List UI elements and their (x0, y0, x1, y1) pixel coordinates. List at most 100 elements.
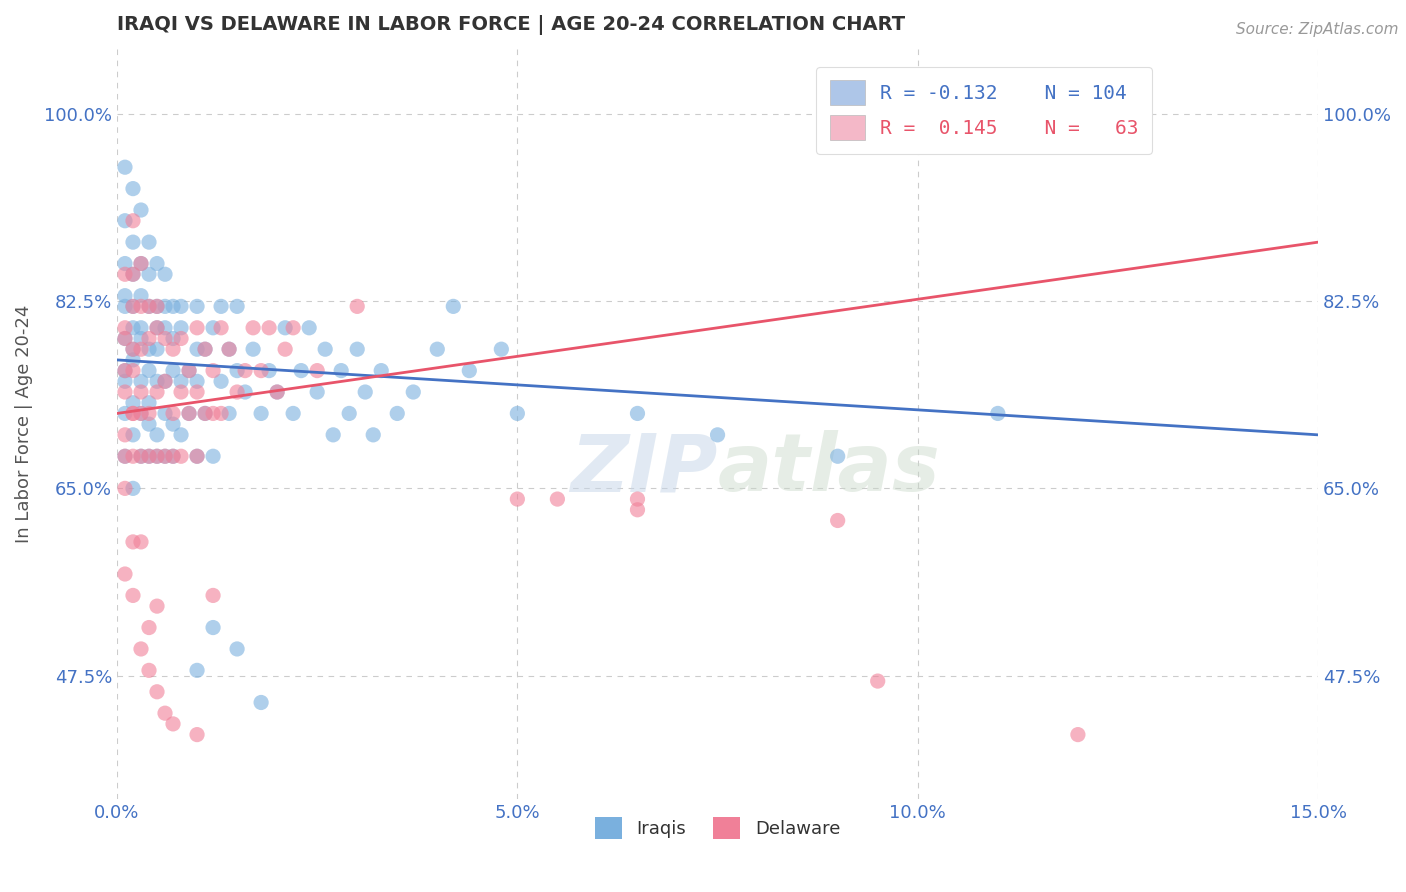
Point (138, 235, 160, 249)
Point (153, 320, 176, 334)
Point (361, 427, 384, 442)
Point (322, 427, 344, 442)
Point (129, 288, 152, 302)
Point (153, 267, 176, 281)
Point (114, 406, 136, 420)
Point (122, 406, 145, 420)
Point (114, 482, 136, 496)
Text: Source: ZipAtlas.com: Source: ZipAtlas.com (1236, 22, 1399, 37)
Point (186, 664, 208, 678)
Point (177, 363, 200, 377)
Point (122, 395, 145, 409)
Point (122, 267, 145, 281)
Point (122, 406, 145, 420)
Point (202, 320, 225, 334)
Point (138, 449, 160, 463)
Point (346, 299, 368, 313)
Point (146, 320, 169, 334)
Point (114, 331, 136, 345)
Point (146, 384, 169, 399)
Point (170, 427, 193, 442)
Point (170, 299, 193, 313)
Point (170, 449, 193, 463)
Point (290, 363, 312, 377)
Point (218, 342, 240, 356)
Point (138, 417, 160, 431)
Point (298, 320, 321, 334)
Point (218, 406, 240, 420)
Point (129, 384, 152, 399)
Point (114, 267, 136, 281)
Point (346, 342, 368, 356)
Point (626, 406, 648, 420)
Point (114, 427, 136, 442)
Point (250, 696, 273, 710)
Point (122, 352, 145, 367)
Point (337, 406, 360, 420)
Point (827, 449, 849, 463)
Point (129, 406, 152, 420)
Point (146, 599, 169, 614)
Point (114, 213, 136, 227)
Point (114, 299, 136, 313)
Point (162, 449, 184, 463)
Point (162, 342, 184, 356)
Point (242, 320, 264, 334)
Point (129, 449, 152, 463)
Point (162, 299, 184, 313)
Point (129, 299, 152, 313)
Point (177, 406, 200, 420)
Point (307, 384, 329, 399)
Point (170, 320, 193, 334)
Point (1067, 728, 1090, 742)
Point (250, 363, 273, 377)
Point (546, 492, 568, 507)
Point (114, 567, 136, 582)
Point (233, 384, 256, 399)
Point (170, 384, 193, 399)
Point (626, 492, 648, 507)
Point (177, 363, 200, 377)
Point (129, 202, 152, 217)
Point (866, 674, 889, 689)
Point (218, 342, 240, 356)
Point (186, 299, 208, 313)
Point (226, 642, 249, 657)
Point (146, 320, 169, 334)
Point (281, 406, 304, 420)
Point (387, 406, 409, 420)
Point (138, 449, 160, 463)
Point (129, 535, 152, 549)
Point (114, 449, 136, 463)
Point (122, 363, 145, 377)
Point (194, 406, 217, 420)
Point (122, 342, 145, 356)
Point (370, 363, 392, 377)
Point (122, 482, 145, 496)
Point (114, 331, 136, 345)
Point (114, 363, 136, 377)
Point (114, 256, 136, 270)
Point (209, 299, 232, 313)
Point (146, 449, 169, 463)
Point (186, 342, 208, 356)
Point (186, 374, 208, 388)
Legend: Iraqis, Delaware: Iraqis, Delaware (588, 810, 848, 846)
Point (138, 395, 160, 409)
Point (354, 384, 377, 399)
Point (177, 406, 200, 420)
Point (194, 406, 217, 420)
Point (257, 320, 280, 334)
Point (202, 406, 225, 420)
Point (153, 406, 176, 420)
Point (307, 363, 329, 377)
Point (122, 320, 145, 334)
Point (122, 235, 145, 249)
Point (266, 384, 288, 399)
Point (281, 320, 304, 334)
Point (314, 342, 336, 356)
Point (153, 299, 176, 313)
Point (146, 299, 169, 313)
Point (129, 374, 152, 388)
Point (162, 717, 184, 731)
